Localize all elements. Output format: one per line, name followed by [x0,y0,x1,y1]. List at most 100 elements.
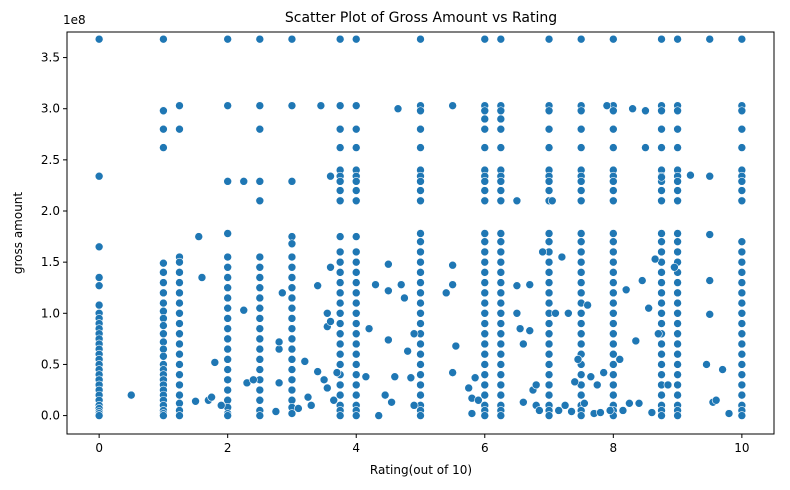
scatter-point [673,360,682,369]
scatter-point [609,370,618,379]
scatter-point [223,411,232,420]
scatter-point [480,34,490,44]
scatter-point [335,196,345,206]
scatter-point [380,390,390,400]
scatter-point [544,390,554,400]
scatter-point [351,349,361,359]
scatter-point [287,273,297,282]
scatter-point [496,390,506,400]
scatter-point [641,143,650,152]
scatter-point [609,257,618,267]
scatter-point [175,411,184,420]
scatter-point [94,171,104,181]
scatter-point [576,370,586,379]
scatter-point [159,298,168,308]
scatter-point [596,408,605,417]
scatter-point [576,288,586,298]
scatter-point [544,339,554,349]
scatter-point [641,106,650,116]
scatter-point [159,321,168,330]
scatter-point [223,355,232,364]
scatter-point [126,390,136,400]
scatter-point [480,349,490,359]
scatter-point [416,229,425,238]
scatter-point [467,409,477,418]
scatter-point [351,257,361,267]
scatter-point [519,339,528,349]
scatter-point [670,262,679,272]
scatter-point [609,308,618,318]
scatter-point [673,247,682,257]
scatter-point [480,308,490,318]
scatter-point [287,395,297,405]
scatter-point [175,390,184,400]
scatter-point [175,278,184,287]
plot-area [94,34,747,420]
scatter-point [551,308,560,318]
scatter-point [287,252,297,262]
scatter-point [159,106,168,116]
scatter-point [724,409,734,418]
scatter-point [673,390,682,400]
scatter-point [335,34,345,44]
scatter-point [657,143,666,152]
scatter-point [351,329,361,339]
scatter-point [384,335,393,345]
scatter-point [249,375,258,385]
scatter-point [544,298,554,308]
scatter-point [159,351,168,361]
scatter-point [673,177,682,186]
scatter-point [335,124,345,134]
scatter-point [351,143,361,152]
scatter-point [255,177,265,186]
scatter-point [657,308,666,318]
scatter-point [351,268,361,277]
x-tick-label: 0 [95,441,103,455]
scatter-point [544,278,554,287]
scatter-point [287,385,297,395]
scatter-point [657,278,666,287]
scatter-point [351,380,361,390]
scatter-point [576,278,586,287]
scatter-point [390,372,400,382]
scatter-point [223,375,232,385]
scatter-point [94,34,104,44]
scatter-point [711,395,721,405]
scatter-point [287,262,297,272]
scatter-point [609,298,618,308]
scatter-point [287,101,297,110]
scatter-point [737,237,747,246]
scatter-point [480,380,490,390]
scatter-point [159,124,168,134]
y-tick-label: 0.5 [41,357,60,371]
scatter-point [300,357,310,366]
scatter-point [737,339,747,349]
scatter-point [441,288,451,298]
scatter-point [480,278,490,287]
scatter-point [351,298,361,308]
scatter-point [416,349,425,359]
scatter-point [326,262,335,272]
scatter-point [287,355,297,364]
scatter-point [544,143,554,152]
scatter-point [573,355,583,364]
scatter-point [512,196,522,206]
scatter-point [564,308,573,318]
scatter-point [255,34,265,44]
scatter-point [705,34,715,44]
scatter-point [512,281,522,290]
y-tick-label: 0.0 [41,409,60,423]
scatter-point [159,329,168,339]
scatter-point [673,298,682,308]
scatter-point [278,288,287,298]
scatter-point [335,298,345,308]
scatter-point [223,334,232,344]
scatter-point [416,288,425,298]
scatter-point [335,278,345,287]
scatter-point [416,34,425,44]
scatter-point [351,232,361,241]
scatter-point [406,373,416,383]
scatter-point [175,339,184,349]
scatter-point [673,143,682,152]
scatter-point [576,143,586,152]
